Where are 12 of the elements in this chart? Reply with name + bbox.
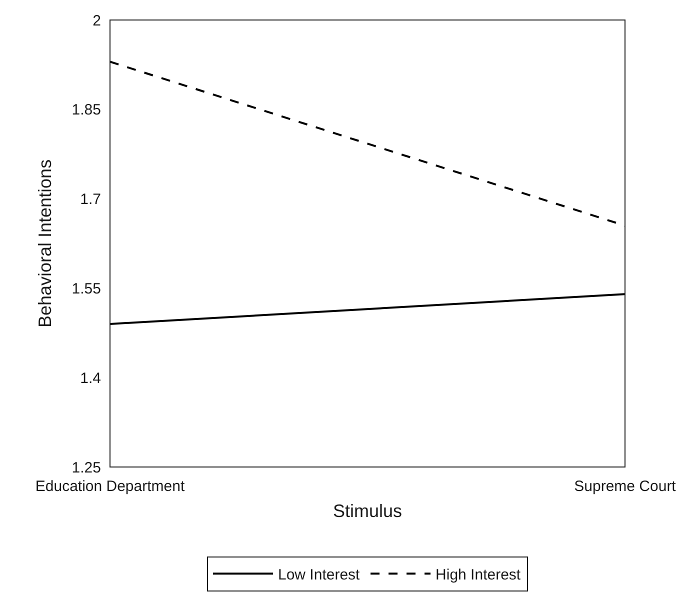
legend-label: High Interest [436, 566, 522, 584]
y-tick-label: 1.25 [72, 459, 101, 476]
legend-label: Low Interest [278, 566, 361, 584]
y-tick-label: 1.7 [80, 191, 101, 208]
y-tick-label: 1.85 [72, 102, 101, 119]
y-axis-title: Behavioral Intentions [34, 159, 55, 328]
y-tick-label: 1.4 [80, 370, 101, 387]
y-tick-label: 1.55 [72, 280, 101, 298]
x-tick-label: Supreme Court [574, 478, 677, 495]
x-axis-title: Stimulus [332, 501, 402, 522]
x-tick-label: Education Department [35, 478, 186, 495]
y-tick-label: 2 [92, 12, 101, 30]
